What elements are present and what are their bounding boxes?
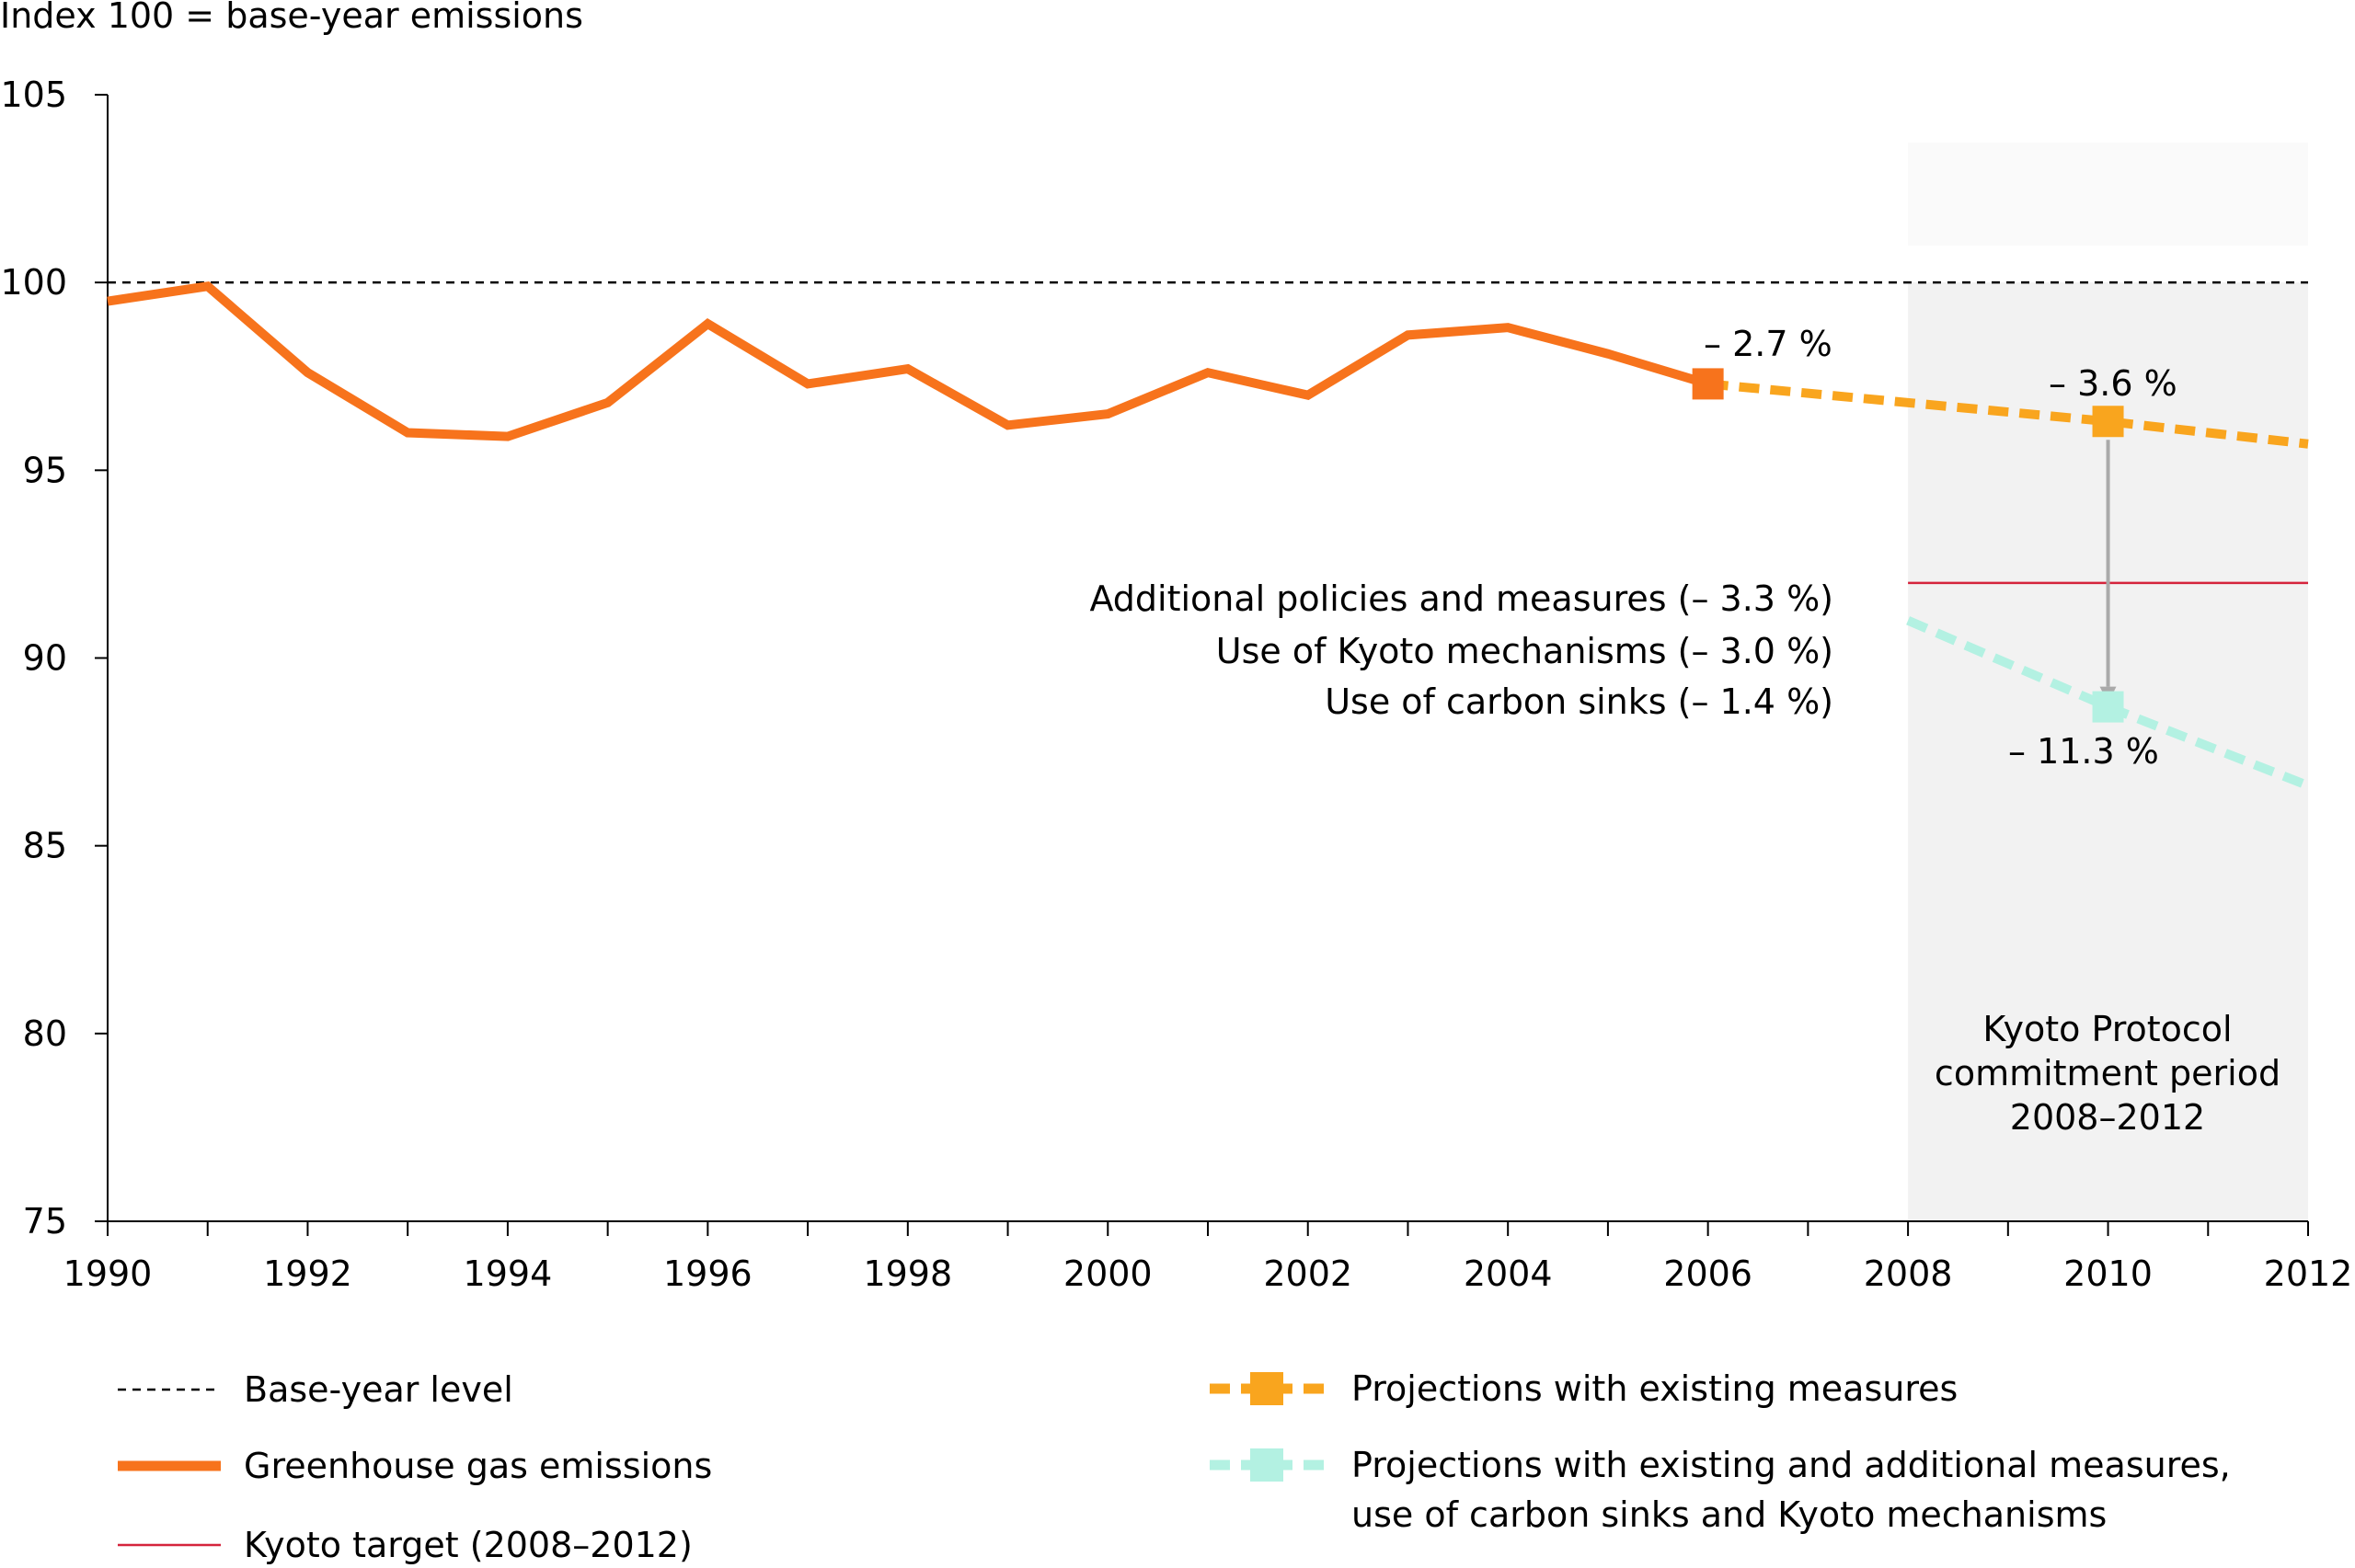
y-tick-label: 75 — [23, 1201, 67, 1242]
axes: 75 80 85 90 95 100 105 1990 1992 1994 1996 1998 2000… — [0, 74, 2352, 1294]
y-tick-label: 90 — [23, 638, 67, 679]
series-line-3 — [1707, 379, 2309, 449]
annotation-2006: – 2.7 % — [1704, 324, 1832, 364]
x-tick-label: 2006 — [1663, 1253, 1752, 1294]
data-marker-1 — [2092, 406, 2124, 438]
series-line-4 — [1906, 616, 2310, 790]
y-tick-label: 95 — [23, 450, 67, 490]
annotation-policies-2: Use of Kyoto mechanisms (– 3.0 %) — [1216, 631, 1833, 671]
series-line-1 — [107, 280, 1710, 441]
x-tick-label: 1994 — [464, 1253, 553, 1294]
data-marker-2 — [2092, 691, 2124, 723]
annotation-2010-additional: – 11.3 % — [2008, 731, 2159, 772]
commitment-period-shade-top — [1908, 143, 2308, 246]
legend-marker-proj-additional — [1250, 1448, 1283, 1482]
annotation-policies-3: Use of carbon sinks (– 1.4 %) — [1325, 681, 1833, 722]
annotation-policies-1: Additional policies and measures (– 3.3 … — [1089, 578, 1833, 619]
period-label-1: Kyoto Protocol — [1982, 1009, 2232, 1049]
y-tick-label: 85 — [23, 826, 67, 866]
data-marker-0 — [1692, 368, 1724, 400]
y-tick-label: 80 — [23, 1013, 67, 1054]
legend-label-base-year: Base-year level — [244, 1369, 513, 1410]
x-tick-label: 2008 — [1864, 1253, 1953, 1294]
legend-label-ghg: Greenhouse gas emissions — [244, 1446, 712, 1486]
legend-label-proj-existing: Projections with existing measures — [1351, 1368, 1958, 1409]
x-tick-label: 1990 — [63, 1253, 153, 1294]
legend: Base-year level Greenhouse gas emissions… — [118, 1368, 2231, 1565]
x-tick-label: 1992 — [263, 1253, 352, 1294]
legend-label-kyoto-target: Kyoto target (2008–2012) — [244, 1525, 693, 1565]
legend-marker-proj-existing — [1250, 1372, 1283, 1405]
marker-layer — [1692, 368, 2124, 723]
x-tick-label: 2004 — [1464, 1253, 1553, 1294]
x-tick-label: 2012 — [2264, 1253, 2353, 1294]
legend-label-proj-additional-2: use of carbon sinks and Kyoto mechanisms — [1351, 1494, 2107, 1535]
period-label-2: commitment period — [1935, 1053, 2280, 1093]
x-tick-label: 2002 — [1263, 1253, 1352, 1294]
period-label-3: 2008–2012 — [2010, 1097, 2205, 1138]
annotation-2010-existing: – 3.6 % — [2049, 363, 2177, 404]
series-layer — [107, 280, 2310, 790]
legend-label-proj-additional-1: Projections with existing and additional… — [1351, 1445, 2231, 1485]
x-tick-label: 1998 — [863, 1253, 952, 1294]
y-tick-label: 105 — [0, 74, 67, 115]
y-tick-label: 100 — [0, 262, 67, 303]
y-axis-title: Index 100 = base-year emissions — [0, 0, 583, 36]
x-tick-label: 1996 — [663, 1253, 752, 1294]
x-tick-label: 2000 — [1063, 1253, 1153, 1294]
x-tick-label: 2010 — [2063, 1253, 2153, 1294]
